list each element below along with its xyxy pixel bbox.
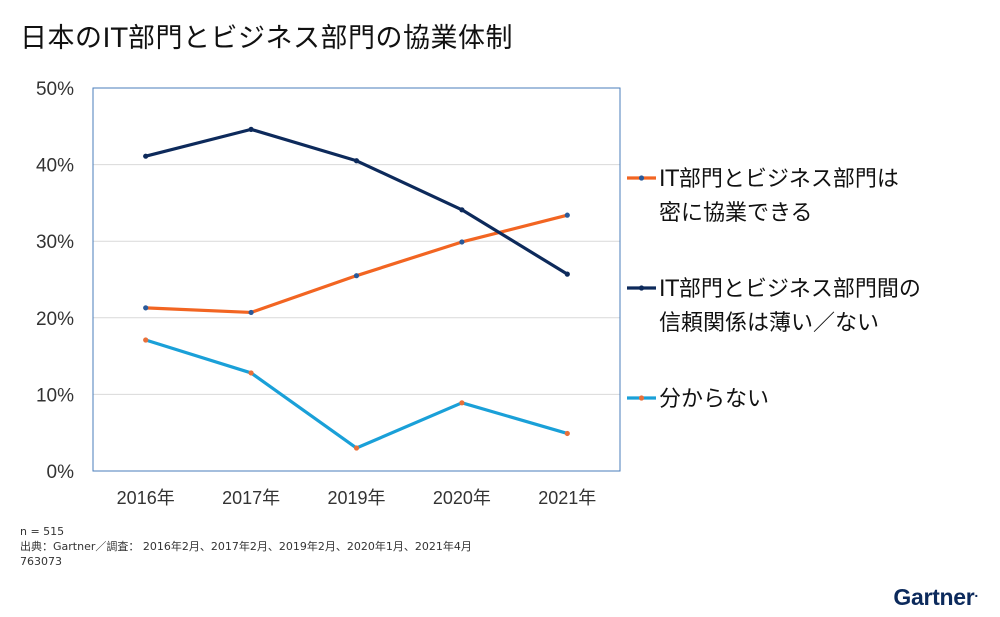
legend-label: 分からない: [659, 387, 769, 412]
data-point: [564, 212, 570, 218]
plot-border: [92, 87, 621, 472]
series-line-1: [144, 213, 569, 315]
series-markers: [143, 126, 570, 451]
x-axis-ticks: 2016年 2017年 2019年 2020年 2021年: [117, 488, 597, 508]
y-axis-ticks: 0% 10% 20% 30% 40% 50%: [36, 79, 74, 483]
legend-label: 密に協業できる: [659, 201, 813, 226]
data-point: [248, 126, 254, 132]
x-tick-label: 2021年: [538, 488, 596, 508]
data-point: [564, 271, 570, 277]
y-tick-label: 10%: [36, 385, 74, 406]
gartner-logo: Gartner.: [893, 584, 978, 610]
y-tick-label: 30%: [36, 232, 74, 253]
y-tick-label: 20%: [36, 309, 74, 330]
data-point: [564, 430, 570, 437]
x-tick-label: 2019年: [327, 488, 385, 508]
data-point: [459, 239, 465, 245]
data-point: [353, 273, 360, 279]
y-tick-label: 40%: [36, 156, 74, 177]
data-point: [353, 158, 360, 164]
x-tick-label: 2017年: [222, 488, 280, 508]
data-point: [143, 305, 149, 311]
x-tick-label: 2016年: [117, 488, 175, 508]
data-point: [248, 370, 254, 376]
legend-label: IT部門とビジネス部門は: [659, 167, 899, 192]
logo-text: Gartner: [893, 584, 975, 610]
data-point: [143, 337, 149, 343]
chart-title: 日本のIT部門とビジネス部門の協業体制: [20, 23, 513, 54]
legend-label: IT部門とビジネス部門間の: [659, 277, 921, 302]
source-note: 出典：Gartner／調査： 2016年2月、2017年2月、2019年2月、2…: [20, 540, 472, 553]
footer-notes: n = 515 出典：Gartner／調査： 2016年2月、2017年2月、2…: [20, 524, 472, 569]
legend-marker: [638, 395, 645, 401]
data-point: [459, 400, 465, 406]
document-id: 763073: [20, 555, 62, 568]
sample-size: n = 515: [20, 525, 65, 538]
series-line-2: [144, 127, 569, 276]
data-point: [248, 309, 254, 316]
legend-label: 信頼関係は薄い／ない: [659, 311, 879, 336]
legend-marker: [638, 285, 645, 291]
data-point: [143, 153, 149, 159]
gridlines: [93, 87, 620, 472]
data-point: [353, 445, 360, 451]
y-tick-label: 50%: [36, 79, 74, 100]
plot-area: [92, 87, 621, 472]
x-tick-label: 2020年: [433, 488, 491, 508]
y-tick-label: 0%: [47, 462, 75, 483]
data-point: [459, 207, 465, 213]
legend-marker: [638, 175, 645, 181]
series-lines: [144, 127, 569, 450]
